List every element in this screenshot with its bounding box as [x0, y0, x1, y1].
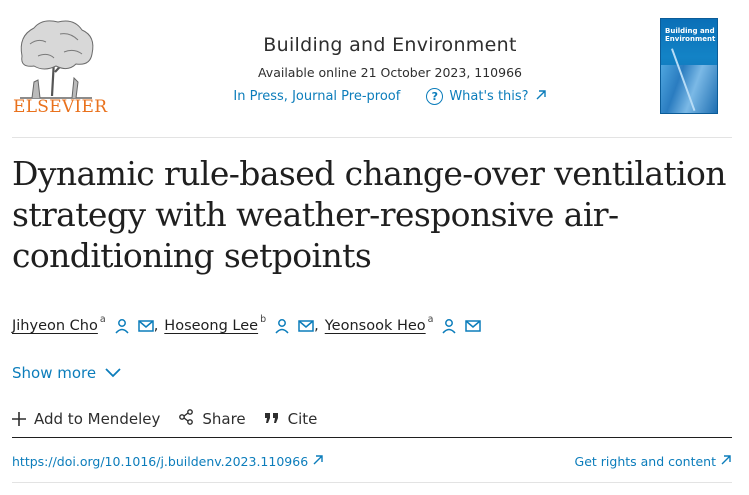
- external-arrow-icon: [312, 454, 324, 469]
- plus-icon: [12, 409, 26, 429]
- cover-image: [661, 65, 717, 113]
- share-label: Share: [202, 410, 246, 428]
- journal-title-link[interactable]: Building and Environment: [263, 34, 517, 56]
- header-divider: [12, 137, 732, 138]
- external-arrow-icon: [720, 454, 732, 469]
- doi-link[interactable]: https://doi.org/10.1016/j.buildenv.2023.…: [12, 454, 324, 469]
- elsevier-tree-logo[interactable]: [12, 16, 100, 120]
- cite-label: Cite: [287, 410, 318, 428]
- cite-button[interactable]: Cite: [264, 410, 318, 428]
- available-online-text: Available online 21 October 2023, 110966: [257, 65, 522, 80]
- author-name-link[interactable]: Hoseong Lee: [164, 318, 259, 334]
- author-separator: ,: [314, 318, 319, 334]
- add-to-mendeley-button[interactable]: Add to Mendeley: [12, 409, 160, 429]
- get-rights-label: Get rights and content: [574, 454, 716, 469]
- show-more-button[interactable]: Show more: [12, 364, 121, 382]
- person-icon[interactable]: [114, 318, 130, 334]
- author-list: Jihyeon Cho a , Hoseong Lee b , Yeonsook…: [12, 314, 482, 334]
- article-toolbar: Add to Mendeley Share Cite: [12, 409, 335, 429]
- person-icon[interactable]: [441, 318, 457, 334]
- affiliation-marker[interactable]: a: [427, 313, 434, 325]
- get-rights-link[interactable]: Get rights and content: [575, 454, 732, 469]
- envelope-icon[interactable]: [298, 320, 314, 332]
- toolbar-divider: [12, 437, 732, 438]
- journal-info: Building and Environment Available onlin…: [160, 34, 620, 105]
- journal-cover-thumbnail[interactable]: Building and Environment: [660, 18, 718, 114]
- article-header: ELSEVIER Building and Environment Availa…: [0, 0, 749, 138]
- author-separator: ,: [153, 318, 159, 334]
- person-icon[interactable]: [274, 318, 290, 334]
- affiliation-marker[interactable]: b: [260, 313, 267, 325]
- article-title: Dynamic rule-based change-over ventilati…: [12, 154, 727, 275]
- share-button[interactable]: Share: [178, 409, 246, 429]
- show-more-label: Show more: [12, 364, 97, 382]
- author-name-link[interactable]: Yeonsook Heo: [324, 318, 426, 334]
- external-arrow-icon: [535, 89, 547, 104]
- elsevier-wordmark: ELSEVIER: [13, 97, 108, 117]
- whats-this-link[interactable]: What's this?: [449, 89, 529, 104]
- footer-divider: [12, 482, 732, 483]
- quote-icon: [264, 410, 280, 428]
- doi-label: https://doi.org/10.1016/j.buildenv.2023.…: [12, 454, 309, 469]
- share-icon: [178, 409, 194, 429]
- envelope-icon[interactable]: [137, 320, 154, 332]
- author-name-link[interactable]: Jihyeon Cho: [12, 318, 98, 334]
- cover-title: Building and Environment: [665, 27, 716, 43]
- add-to-mendeley-label: Add to Mendeley: [34, 410, 161, 428]
- affiliation-marker[interactable]: a: [99, 313, 106, 325]
- question-circle-icon[interactable]: ?: [426, 88, 444, 105]
- status-row: In Press, Journal Pre-proof ? What's thi…: [160, 88, 620, 105]
- pre-proof-status-link[interactable]: In Press, Journal Pre-proof: [233, 89, 401, 104]
- chevron-down-icon: [105, 364, 121, 382]
- envelope-icon[interactable]: [465, 320, 482, 332]
